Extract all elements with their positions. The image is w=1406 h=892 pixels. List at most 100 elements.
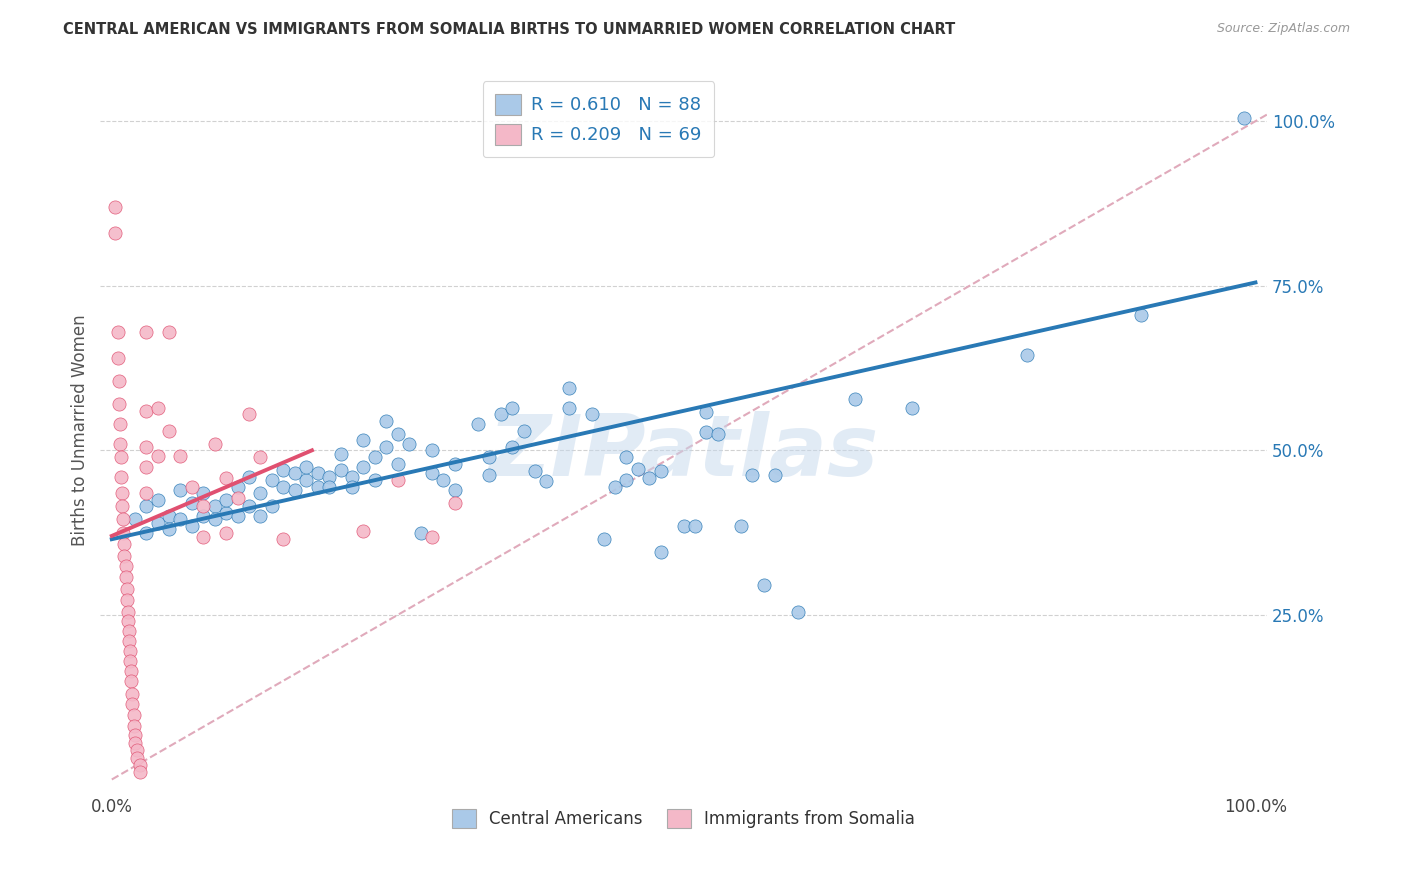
Point bbox=[193, 530, 215, 544]
Point bbox=[112, 512, 135, 526]
Point bbox=[536, 475, 558, 489]
Point bbox=[135, 459, 157, 474]
Point bbox=[120, 664, 142, 678]
Point bbox=[204, 436, 226, 450]
Point bbox=[444, 457, 467, 471]
Point bbox=[114, 558, 136, 573]
Point bbox=[375, 414, 398, 428]
Point bbox=[375, 440, 398, 454]
Point bbox=[107, 374, 129, 388]
Point bbox=[627, 462, 650, 476]
Point bbox=[260, 500, 283, 514]
Point bbox=[135, 486, 157, 500]
Point bbox=[340, 469, 363, 483]
Point bbox=[581, 407, 603, 421]
Point bbox=[125, 743, 148, 757]
Point bbox=[650, 545, 672, 559]
Point bbox=[364, 473, 387, 487]
Point bbox=[104, 200, 127, 214]
Point bbox=[226, 479, 249, 493]
Point bbox=[112, 549, 135, 563]
Point bbox=[193, 486, 215, 500]
Point bbox=[226, 491, 249, 505]
Point bbox=[329, 463, 352, 477]
Point bbox=[124, 728, 146, 742]
Point bbox=[409, 525, 432, 540]
Point bbox=[157, 509, 180, 524]
Text: ZIPatlas: ZIPatlas bbox=[488, 411, 879, 494]
Point bbox=[215, 525, 238, 540]
Point bbox=[650, 464, 672, 478]
Point bbox=[558, 381, 581, 395]
Point bbox=[115, 593, 138, 607]
Point bbox=[193, 509, 215, 524]
Point bbox=[420, 443, 443, 458]
Point bbox=[215, 492, 238, 507]
Point bbox=[129, 764, 152, 779]
Point bbox=[169, 449, 191, 463]
Point bbox=[683, 519, 706, 533]
Point bbox=[107, 397, 129, 411]
Point bbox=[157, 424, 180, 438]
Point bbox=[603, 479, 626, 493]
Point bbox=[124, 736, 146, 750]
Point bbox=[169, 512, 191, 526]
Point bbox=[118, 634, 141, 648]
Point bbox=[121, 687, 143, 701]
Point bbox=[111, 500, 134, 514]
Point bbox=[157, 325, 180, 339]
Point bbox=[135, 325, 157, 339]
Point bbox=[307, 479, 329, 493]
Point bbox=[340, 479, 363, 493]
Point bbox=[318, 469, 340, 483]
Point bbox=[329, 447, 352, 461]
Point bbox=[104, 226, 127, 240]
Point bbox=[204, 512, 226, 526]
Point bbox=[120, 644, 142, 658]
Point bbox=[616, 450, 638, 464]
Point bbox=[135, 404, 157, 418]
Point bbox=[180, 496, 202, 510]
Point bbox=[558, 401, 581, 415]
Point bbox=[512, 424, 534, 438]
Point bbox=[1130, 309, 1153, 323]
Point bbox=[204, 500, 226, 514]
Point bbox=[489, 407, 512, 421]
Point bbox=[763, 468, 786, 483]
Point bbox=[111, 486, 134, 500]
Point bbox=[752, 578, 775, 592]
Point bbox=[273, 463, 295, 477]
Point bbox=[193, 500, 215, 514]
Point bbox=[115, 582, 138, 596]
Point bbox=[226, 509, 249, 524]
Y-axis label: Births to Unmarried Women: Births to Unmarried Women bbox=[72, 315, 89, 547]
Point bbox=[125, 751, 148, 765]
Point bbox=[122, 708, 145, 723]
Point bbox=[120, 673, 142, 688]
Point bbox=[238, 469, 260, 483]
Point bbox=[146, 449, 169, 463]
Point bbox=[318, 479, 340, 493]
Point bbox=[638, 471, 661, 485]
Point bbox=[284, 467, 307, 481]
Point bbox=[135, 440, 157, 454]
Point bbox=[1233, 111, 1256, 125]
Point bbox=[146, 401, 169, 415]
Point bbox=[117, 605, 139, 619]
Point bbox=[249, 509, 271, 524]
Point bbox=[249, 450, 271, 464]
Point bbox=[117, 615, 139, 629]
Point bbox=[273, 479, 295, 493]
Point bbox=[135, 500, 157, 514]
Point bbox=[108, 436, 131, 450]
Point bbox=[122, 718, 145, 732]
Point bbox=[110, 469, 132, 483]
Point bbox=[120, 654, 142, 668]
Point bbox=[387, 457, 409, 471]
Point bbox=[592, 532, 614, 546]
Point bbox=[124, 512, 146, 526]
Point bbox=[112, 537, 135, 551]
Point bbox=[420, 530, 443, 544]
Point bbox=[444, 483, 467, 497]
Point bbox=[352, 459, 374, 474]
